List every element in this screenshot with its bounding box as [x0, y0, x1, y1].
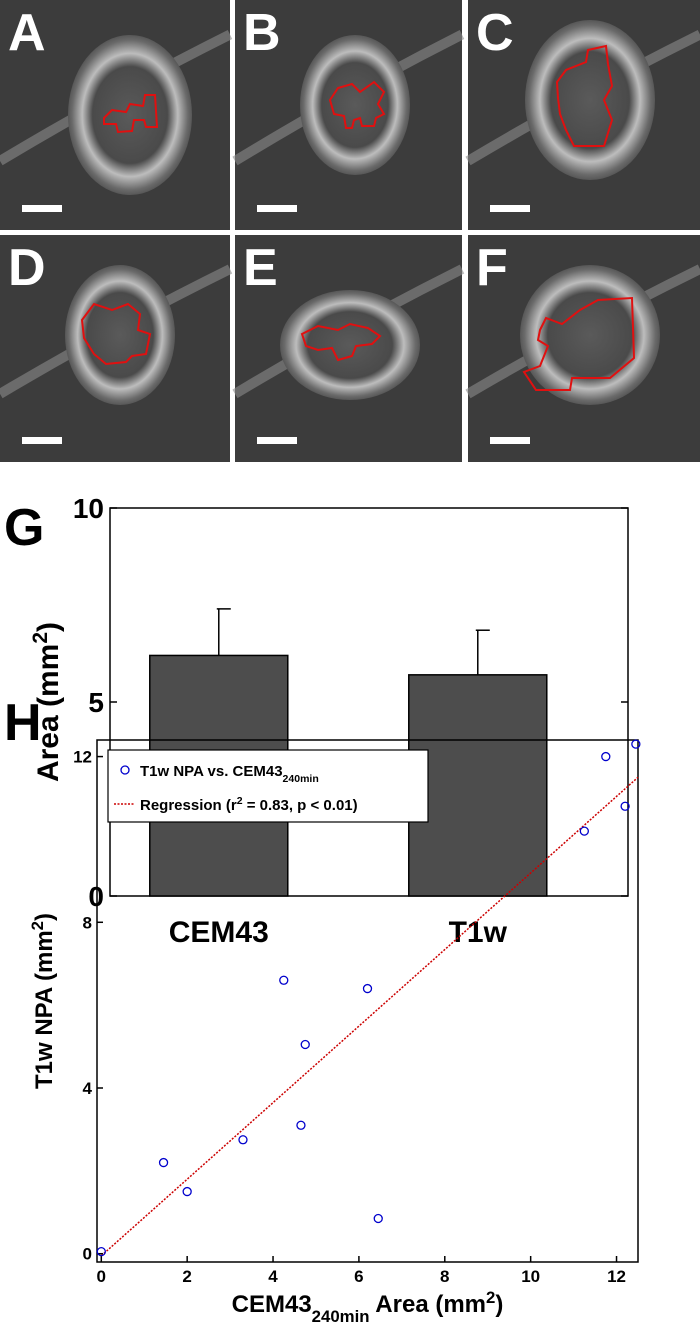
data-point — [362, 983, 373, 994]
legend-box — [107, 749, 429, 823]
x-axis-label-part: 2 — [486, 1288, 495, 1307]
panel-letter: F — [476, 239, 508, 297]
data-point — [296, 1120, 306, 1130]
panel-letter: B — [243, 4, 281, 62]
y-axis-label-part: ) — [32, 622, 65, 632]
regression-line — [100, 776, 639, 1257]
legend-label-part: 240min — [283, 773, 319, 785]
x-axis-label-part: ) — [495, 1291, 503, 1318]
x-tick-label: T1w — [449, 916, 508, 949]
x-tick-label: 2 — [182, 1267, 191, 1286]
panel-letter: A — [8, 4, 46, 62]
data-point — [158, 1157, 169, 1168]
tissue — [68, 35, 192, 195]
tissue — [525, 20, 655, 180]
data-point — [182, 1186, 192, 1197]
y-axis-label-part: T1w NPA (mm — [31, 930, 58, 1089]
panel-letter: G — [4, 499, 44, 557]
x-tick-label: 8 — [440, 1267, 449, 1286]
x-tick-label: 12 — [607, 1267, 626, 1286]
panel-letter: E — [243, 239, 278, 297]
legend-label: Regression (r2 = 0.83, p < 0.01) — [140, 795, 358, 814]
y-axis-label: Area (mm2) — [29, 622, 66, 782]
y-tick-label: 10 — [73, 493, 104, 524]
y-tick-label: 5 — [88, 687, 104, 718]
data-point — [620, 801, 630, 811]
lesion-outline — [103, 94, 159, 134]
x-tick-label: 0 — [97, 1267, 106, 1286]
lesion-outline — [522, 296, 636, 391]
data-point — [96, 1246, 106, 1257]
panel-letter: D — [8, 239, 46, 297]
data-point — [238, 1135, 248, 1145]
y-tick-label: 0 — [88, 881, 104, 912]
scale-bar — [257, 205, 297, 212]
legend-label-part: = 0.83, p < 0.01) — [243, 797, 358, 814]
lesion-outline — [328, 80, 386, 129]
data-point — [373, 1213, 383, 1224]
tissue — [300, 35, 410, 175]
bar — [408, 674, 548, 897]
y-axis-label: T1w NPA (mm2) — [28, 913, 59, 1089]
data-point — [279, 975, 289, 985]
panel-letter: H — [4, 694, 42, 752]
data-point — [601, 751, 611, 762]
legend-label-part: Regression (r — [140, 797, 237, 814]
data-point — [579, 826, 589, 836]
x-axis-label-part: CEM43 — [232, 1291, 312, 1318]
panel-letter: C — [476, 4, 514, 62]
scale-bar — [490, 205, 530, 212]
x-axis-label-part: Area (mm — [370, 1291, 486, 1318]
scale-bar — [490, 437, 530, 444]
legend-label-part: T1w NPA vs. CEM43 — [140, 763, 283, 780]
scale-bar — [22, 205, 62, 212]
y-axis-label-part: 2 — [28, 921, 47, 930]
y-tick-label: 8 — [83, 913, 92, 932]
lesion-outline — [555, 44, 614, 147]
legend-label: T1w NPA vs. CEM43240min — [140, 763, 319, 785]
y-tick-label: 12 — [73, 748, 92, 767]
x-axis-label: CEM43240min Area (mm2) — [232, 1288, 504, 1326]
legend-marker — [120, 765, 130, 775]
tissue — [65, 265, 175, 405]
x-tick-label: 4 — [268, 1267, 278, 1286]
x-axis-label-part: 240min — [312, 1307, 370, 1326]
tissue — [280, 290, 420, 400]
legend-label-part: 2 — [237, 795, 243, 807]
y-axis-label-part: 2 — [29, 632, 52, 644]
tissue — [520, 265, 660, 405]
plot-frame — [96, 739, 639, 1263]
x-tick-label: 10 — [521, 1267, 540, 1286]
scale-bar — [257, 437, 297, 444]
lesion-outline — [80, 302, 152, 366]
image-panels: A B C D E F — [0, 0, 700, 462]
x-tick-label: CEM43 — [169, 916, 269, 949]
scale-bar — [22, 437, 62, 444]
x-tick-label: 6 — [354, 1267, 363, 1286]
y-axis-label-part: Area (mm — [32, 644, 65, 782]
y-tick-label: 0 — [83, 1245, 92, 1264]
lesion-outline — [300, 322, 382, 362]
y-axis-label-part: ) — [31, 913, 58, 921]
data-point — [300, 1039, 310, 1050]
data-point — [631, 739, 641, 749]
y-tick-label: 4 — [83, 1079, 93, 1098]
